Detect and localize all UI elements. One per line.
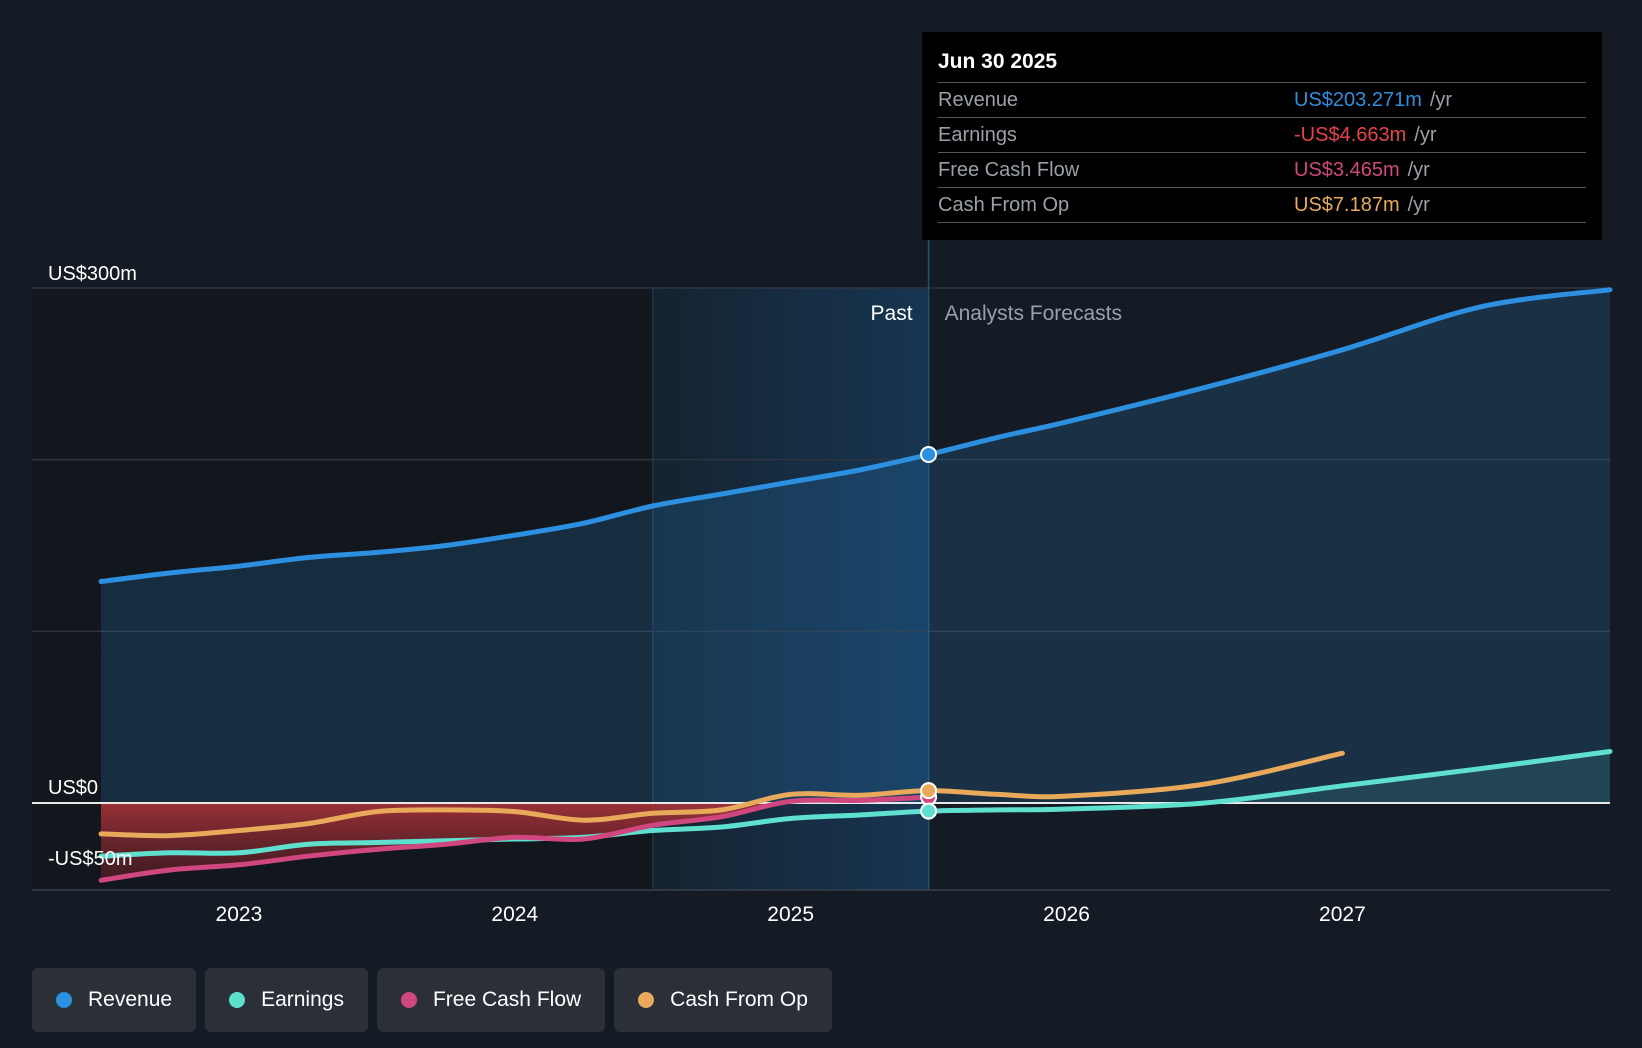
tooltip-label: Revenue (938, 89, 1019, 111)
revenue-area (100, 289, 1611, 803)
revenue-marker (920, 446, 938, 464)
y-axis-label: US$300m (48, 263, 137, 285)
tooltip-unit: /yr (1429, 89, 1453, 111)
legend-dot-icon (229, 992, 246, 1008)
chart-legend: Revenue Earnings Free Cash Flow Cash Fro… (32, 968, 832, 1032)
x-axis-label: 2024 (491, 903, 538, 926)
tooltip-row-cash-from-op: Cash From Op US$7.187m /yr (938, 188, 1586, 223)
legend-item-earnings[interactable]: Earnings (205, 968, 368, 1032)
forecast-label: Analysts Forecasts (945, 302, 1122, 325)
tooltip-label: Earnings (938, 124, 1017, 146)
tooltip-value: US$203.271m (1294, 89, 1422, 111)
earnings-forecast-area (1204, 751, 1610, 803)
legend-label: Free Cash Flow (432, 988, 582, 1011)
legend-dot-icon (56, 992, 72, 1008)
legend-dot-icon (400, 992, 417, 1008)
tooltip-row-earnings: Earnings -US$4.663m /yr (938, 118, 1586, 153)
tooltip-row-free-cash-flow: Free Cash Flow US$3.465m /yr (938, 153, 1586, 188)
legend-item-revenue[interactable]: Revenue (32, 968, 197, 1032)
legend-item-free-cash-flow[interactable]: Free Cash Flow (376, 968, 606, 1032)
y-axis-label: US$0 (48, 777, 98, 799)
tooltip-value: US$7.187m (1294, 194, 1400, 216)
tooltip-unit: /yr (1407, 194, 1430, 216)
legend-label: Revenue (88, 988, 173, 1011)
legend-label: Earnings (261, 988, 344, 1011)
legend-label: Cash From Op (670, 988, 808, 1011)
tooltip-row-revenue: Revenue US$203.271m /yr (938, 83, 1586, 118)
x-axis-label: 2026 (1043, 903, 1090, 926)
cash-from-op-marker (920, 782, 938, 800)
tooltip-unit: /yr (1407, 159, 1430, 181)
tooltip-value: -US$4.663m (1294, 124, 1407, 146)
tooltip-value: US$3.465m (1294, 159, 1400, 181)
tooltip-label: Cash From Op (938, 194, 1070, 216)
x-axis-label: 2027 (1319, 903, 1366, 926)
recent-past-band (652, 288, 929, 890)
y-axis-label: -US$50m (48, 848, 132, 870)
tooltip-label: Free Cash Flow (938, 159, 1080, 181)
revenue-line (98, 287, 1613, 584)
x-axis-label: 2025 (767, 903, 814, 926)
past-label: Past (871, 302, 913, 325)
tooltip-date: Jun 30 2025 (938, 46, 1586, 83)
earnings-line (98, 749, 1613, 859)
free-cash-flow-line (98, 794, 932, 883)
legend-item-cash-from-op[interactable]: Cash From Op (614, 968, 832, 1032)
x-axis-label: 2023 (216, 903, 263, 926)
cash-from-op-line (98, 750, 1345, 839)
earnings-marker (920, 802, 938, 820)
data-tooltip: Jun 30 2025 Revenue US$203.271m /yr Earn… (922, 32, 1602, 240)
legend-dot-icon (638, 992, 655, 1008)
tooltip-unit: /yr (1414, 124, 1437, 146)
